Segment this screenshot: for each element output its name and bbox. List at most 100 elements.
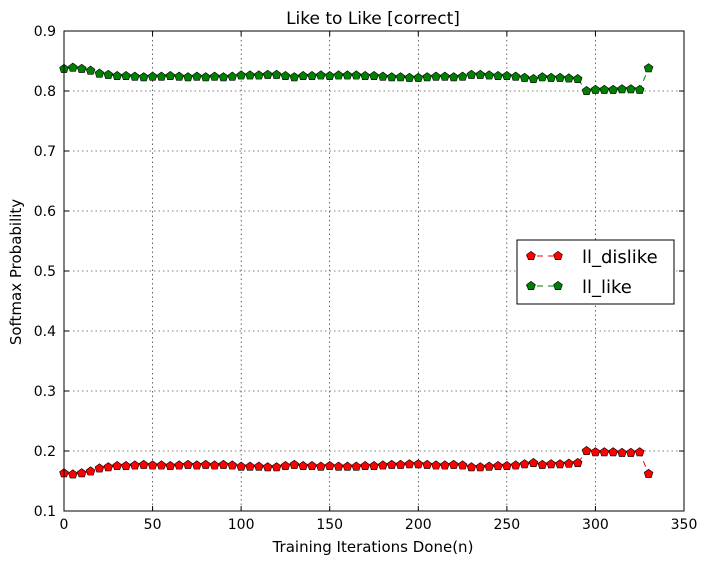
data-point (121, 461, 131, 471)
data-point (236, 461, 246, 471)
data-point (502, 71, 512, 81)
data-point (378, 460, 388, 470)
series-ll-like (59, 62, 654, 96)
data-point (457, 460, 468, 470)
data-point (76, 468, 87, 478)
data-point (510, 71, 521, 81)
data-point (103, 462, 114, 472)
data-point (324, 71, 335, 81)
data-point (183, 459, 193, 469)
x-tick-label: 150 (316, 517, 343, 533)
data-point (254, 70, 264, 80)
data-point (378, 71, 388, 81)
data-point (174, 71, 184, 81)
y-tick-label: 0.1 (34, 504, 56, 520)
data-point (298, 461, 308, 471)
y-tick-label: 0.3 (34, 384, 56, 400)
data-point (351, 461, 362, 471)
y-tick-label: 0.5 (34, 264, 56, 280)
data-point (227, 71, 238, 81)
data-point (227, 460, 238, 470)
data-point (156, 460, 167, 470)
x-axis-label: Training Iterations Done(n) (272, 538, 474, 556)
data-point (448, 459, 459, 469)
data-point (404, 459, 415, 469)
data-point (103, 69, 114, 79)
data-point (307, 461, 317, 471)
data-point (183, 72, 193, 82)
data-point (130, 460, 140, 470)
data-point (209, 460, 220, 470)
data-point (413, 72, 424, 82)
data-point (307, 71, 317, 81)
data-point (369, 461, 379, 471)
data-point (404, 72, 415, 82)
x-tick-label: 100 (228, 517, 255, 533)
data-point (546, 459, 556, 469)
data-point (333, 70, 344, 80)
data-point (386, 72, 397, 82)
data-point (165, 71, 176, 81)
data-point (475, 69, 486, 79)
data-point (218, 72, 229, 82)
data-point (440, 460, 450, 470)
y-tick-label: 0.4 (34, 324, 56, 340)
data-point (138, 459, 149, 469)
data-point (262, 69, 273, 79)
data-point (422, 72, 432, 82)
data-point (360, 461, 370, 471)
data-point (555, 459, 565, 469)
data-point (599, 447, 610, 457)
data-point (395, 459, 406, 469)
legend-label: ll_dislike (582, 247, 658, 268)
data-point (537, 459, 548, 469)
data-point (634, 447, 645, 457)
data-point (608, 447, 618, 457)
data-point (475, 462, 486, 472)
data-point (289, 72, 300, 82)
data-point (245, 461, 255, 471)
data-point (112, 461, 122, 471)
data-point (94, 68, 105, 78)
data-point (528, 74, 539, 84)
data-point (94, 463, 105, 473)
data-point (572, 74, 583, 84)
x-tick-label: 0 (60, 517, 69, 533)
data-point (271, 462, 282, 472)
x-tick-label: 300 (582, 517, 609, 533)
data-point (342, 461, 353, 471)
y-tick-label: 0.9 (34, 24, 56, 40)
data-point (254, 461, 264, 471)
data-point (236, 70, 246, 80)
data-point (617, 447, 627, 457)
data-point (280, 71, 291, 81)
data-point (192, 71, 202, 81)
data-point (200, 72, 211, 82)
data-point (564, 73, 574, 83)
data-point (484, 70, 494, 80)
data-point (493, 461, 503, 471)
data-point (280, 461, 291, 471)
series-layer (59, 62, 654, 479)
data-point (395, 72, 406, 82)
legend-marker (553, 251, 563, 261)
data-point (68, 469, 78, 479)
legend-marker (526, 281, 536, 291)
data-point (599, 84, 610, 94)
data-point (608, 84, 618, 94)
data-point (68, 62, 78, 72)
data-point (466, 69, 477, 79)
data-point (218, 459, 229, 469)
y-tick-label: 0.7 (34, 144, 56, 160)
data-point (519, 459, 530, 469)
data-point (502, 461, 512, 471)
data-point (147, 71, 158, 81)
axis-ticks: 0 50 100 150 200 250 300 350 0.1 0.2 0.3 0.4 0.5 0.6 0… (34, 24, 698, 533)
data-point (121, 71, 131, 81)
legend: ll_dislike ll_like (516, 239, 675, 305)
data-point (626, 447, 636, 457)
data-point (572, 458, 583, 468)
data-point (360, 71, 370, 81)
data-point (510, 460, 521, 470)
